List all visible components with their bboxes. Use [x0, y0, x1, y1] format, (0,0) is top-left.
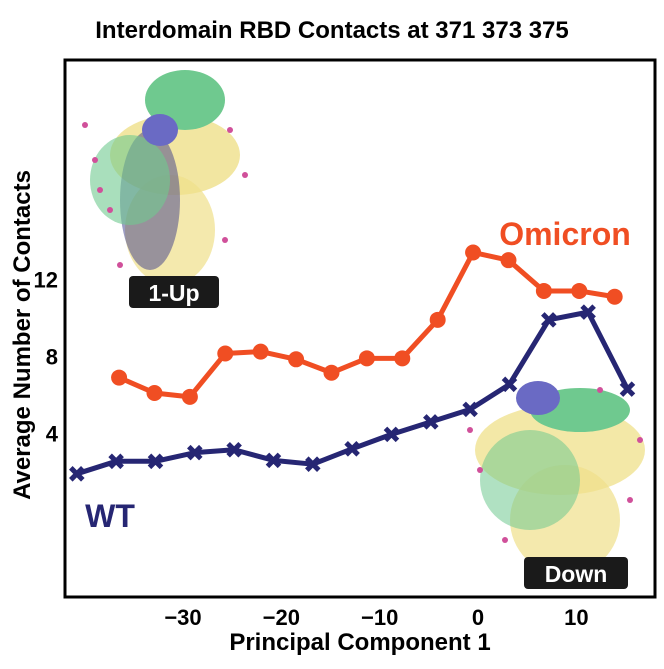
data-point [252, 343, 269, 360]
data-point [383, 426, 400, 443]
down-label-box [524, 557, 628, 589]
up-label: 1-Up [148, 280, 199, 306]
data-point [147, 453, 164, 470]
data-point [394, 350, 411, 367]
data-point [619, 381, 636, 397]
data-point [187, 444, 203, 461]
data-point [541, 312, 557, 328]
data-point [500, 252, 517, 269]
data-point [226, 441, 242, 458]
x-tick-label: 10 [564, 605, 588, 630]
y-axis-ticks: 4 8 12 [34, 267, 59, 446]
x-tick-label: −10 [361, 605, 398, 630]
data-point [111, 369, 128, 386]
data-point [305, 456, 321, 472]
data-point [181, 388, 198, 405]
y-tick-label: 12 [34, 267, 58, 292]
legend-wt: WT [85, 498, 135, 534]
data-point [535, 282, 552, 299]
down-label: Down [545, 561, 608, 587]
data-point [265, 452, 282, 469]
plot-frame [63, 58, 657, 599]
data-point [69, 466, 85, 482]
x-tick-label: −20 [263, 605, 300, 630]
data-point [429, 311, 446, 328]
data-point [423, 414, 439, 430]
data-point [571, 282, 588, 299]
data-point [344, 441, 360, 457]
data-point [606, 288, 623, 305]
data-point [358, 350, 375, 367]
x-tick-label: 0 [472, 605, 484, 630]
x-axis-ticks: −30 −20 −10 0 10 [164, 605, 588, 630]
x-axis-label: Principal Component 1 [229, 629, 490, 656]
data-point [288, 351, 305, 368]
y-tick-label: 4 [46, 421, 59, 446]
data-point [146, 384, 163, 401]
x-tick-label: −30 [164, 605, 201, 630]
data-point [108, 453, 124, 470]
series-omicron [111, 244, 623, 405]
series-layer [69, 244, 636, 482]
data-point [501, 376, 518, 393]
legend-omicron: Omicron [499, 216, 631, 252]
protein-down-image [467, 381, 645, 575]
chart-title: Interdomain RBD Contacts at 371 373 375 [95, 17, 569, 44]
data-point [465, 244, 482, 261]
data-point [580, 304, 596, 320]
y-tick-label: 8 [46, 344, 58, 369]
protein-1up-image [82, 70, 248, 285]
y-axis-label: Average Number of Contacts [9, 170, 36, 500]
data-point [217, 345, 234, 362]
data-point [462, 401, 478, 418]
series-wt [69, 304, 636, 482]
up-label-box [129, 276, 219, 308]
data-point [323, 364, 340, 381]
